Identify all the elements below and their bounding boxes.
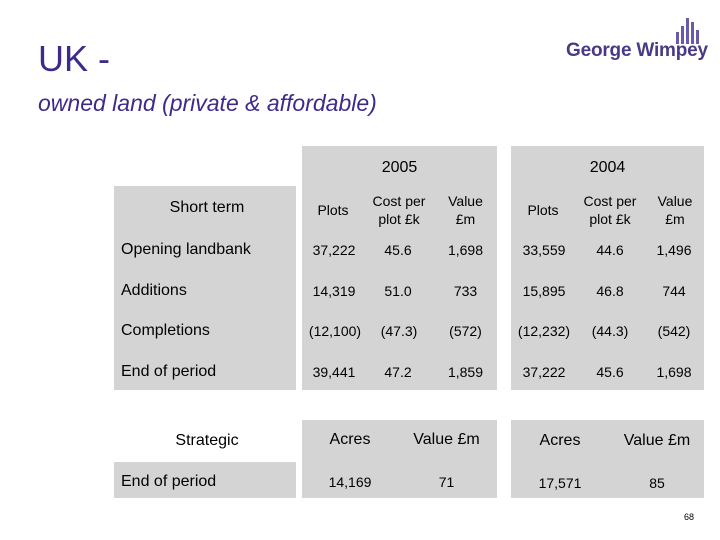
year-header-2005: 2005 [381,159,418,176]
table-2005-bg [302,146,497,390]
table-2004-bg [511,146,704,390]
col-cost-2005-line2: plot £k [378,211,420,227]
cell-value-2005: 733 [453,283,478,299]
row-label-additions: Additions [121,282,187,299]
strategic-acres-2005: 14,169 [328,474,372,490]
row-label-end-of-period: End of period [121,363,217,380]
strategic-2005-bg [302,420,497,498]
col-value-2004-line1: Value [657,193,693,209]
strategic-label: Strategic [175,432,239,449]
strategic-row-label-end-of-period: End of period [121,473,217,490]
col-plots-2005: Plots [317,202,349,218]
row-labels-bg [114,230,296,390]
cell-cost-2005: 45.6 [384,242,412,258]
strategic-row-bg [114,462,296,498]
cell-value-2004: 744 [662,283,686,299]
cell-plots-2004: (12,232) [517,323,571,339]
cell-value-2004: 1,698 [656,364,692,380]
short-term-label-bg [114,186,296,230]
col-strategic-value-2005: Value £m [413,431,480,448]
logo-bars-icon [676,16,704,44]
col-value-2005-line2: £m [455,211,476,227]
col-value-2005-line1: Value [448,193,483,209]
cell-cost-2005: 47.2 [384,364,412,380]
col-acres-2005: Acres [329,431,371,448]
cell-cost-2004: 46.8 [596,283,624,299]
cell-cost-2004: 44.6 [596,242,624,258]
company-logo: George Wimpey [566,40,708,61]
cell-plots-2004: 33,559 [522,242,566,258]
col-strategic-value-2004: Value £m [623,432,691,449]
strategic-value-2005: 71 [438,474,455,490]
col-cost-2004-line2: plot £k [589,211,631,227]
cell-plots-2004: 37,222 [522,364,566,380]
cell-value-2004: 1,496 [656,242,692,258]
strategic-acres-2004: 17,571 [538,475,582,491]
cell-plots-2005: 37,222 [312,242,356,258]
short-term-label: Short term [169,199,245,216]
cell-value-2005: 1,859 [447,364,484,380]
cell-cost-2004: 45.6 [596,364,624,380]
cell-cost-2004: (44.3) [591,323,629,339]
year-header-2004: 2004 [589,159,626,176]
cell-value-2005: 1,698 [447,242,484,258]
cell-plots-2004: 15,895 [522,283,566,299]
page-subtitle: owned land (private & affordable) [38,90,377,116]
cell-cost-2005: 51.0 [384,283,412,299]
cell-value-2005: (572) [449,323,482,339]
cell-plots-2005: 39,441 [312,364,356,380]
cell-plots-2005: (12,100) [308,323,362,339]
col-plots-2004: Plots [527,202,559,218]
col-cost-2005-line1: Cost per [372,193,426,209]
row-label-completions: Completions [121,322,210,339]
col-acres-2004: Acres [539,432,581,449]
strategic-2004-bg [511,420,704,498]
page-title: UK - [38,38,110,79]
cell-plots-2005: 14,319 [312,283,356,299]
strategic-value-2004: 85 [649,475,665,491]
page-number: 68 [683,512,694,522]
col-cost-2004-line1: Cost per [583,193,637,209]
col-value-2004-line2: £m [665,211,685,227]
cell-value-2004: (542) [657,323,691,339]
cell-cost-2005: (47.3) [380,323,418,339]
row-label-opening-landbank: Opening landbank [121,241,251,258]
